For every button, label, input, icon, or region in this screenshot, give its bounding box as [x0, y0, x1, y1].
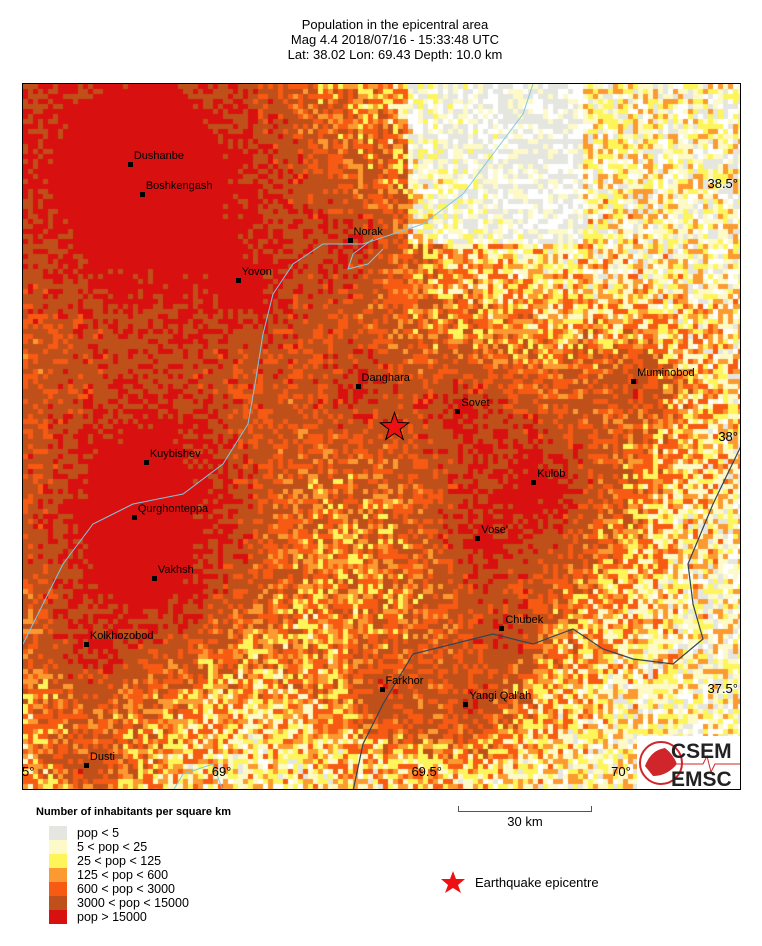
epicentre-star-icon: [378, 410, 411, 441]
city-label: Yovon: [241, 265, 272, 278]
epicentre-legend-label: Earthquake epicentre: [475, 875, 599, 890]
city-dot-icon: [499, 626, 505, 632]
epicentre-layer: [378, 410, 411, 441]
city-dot-icon: [347, 237, 353, 243]
city-dot-icon: [151, 575, 157, 581]
legend-swatch: [49, 868, 67, 882]
river: [347, 238, 384, 270]
city-dot-icon: [83, 762, 89, 768]
event-info: Mag 4.4 2018/07/16 - 15:33:48 UTC: [290, 32, 500, 47]
scale-bar-label: 30 km: [507, 814, 543, 829]
city-dot-icon: [235, 277, 241, 283]
lon-tick-label: 5°: [22, 764, 35, 779]
city-label: Kuybishev: [149, 447, 201, 460]
city-dot-icon: [127, 161, 133, 167]
city-dot-icon: [355, 384, 361, 389]
city-dot-icon: [531, 479, 537, 485]
legend-title: Number of inhabitants per square km: [36, 806, 231, 818]
legend-label: 5 < pop < 25: [77, 840, 148, 854]
legend-swatch: [49, 882, 67, 896]
legend-label: 125 < pop < 600: [77, 868, 169, 882]
city-dot-icon: [631, 378, 637, 384]
lat-tick-label: 37.5°: [707, 681, 738, 696]
river: [23, 84, 534, 645]
legend-swatch: [49, 826, 67, 840]
legend-label: pop < 5: [77, 826, 120, 840]
city-label: Yangi Qal'ah: [469, 690, 532, 703]
population-density-layer: [23, 84, 740, 789]
border: [352, 446, 740, 789]
city-dot-icon: [139, 192, 145, 198]
city-label: Dusti: [89, 750, 115, 763]
city-label: Kolkhozobod: [89, 629, 154, 642]
rivers-borders-layer: [23, 84, 740, 789]
city-label: Vose': [481, 523, 508, 536]
city-dot-icon: [475, 535, 481, 541]
city-label: Boshkengash: [145, 180, 213, 193]
river: [173, 763, 223, 789]
legend-swatch: [49, 854, 67, 868]
legend-swatch: [49, 896, 67, 910]
legend-label: 600 < pop < 3000: [77, 882, 176, 896]
lon-tick-label: 70°: [611, 764, 631, 779]
city-label: Danghara: [361, 372, 410, 384]
city-label: Vakhsh: [157, 563, 194, 576]
city-label: Muminobod: [637, 366, 695, 379]
svg-text:EMSC: EMSC: [671, 768, 732, 790]
scale-bar: [458, 806, 592, 812]
lon-tick-label: 69.5°: [411, 764, 442, 779]
lat-tick-label: 38°: [718, 428, 738, 444]
city-dot-icon: [83, 641, 89, 647]
star-icon: [441, 871, 465, 893]
city-dot-icon: [455, 409, 461, 415]
population-map[interactable]: Dushanbe Boshkengash Norak Yovon Danghara Sov…: [22, 83, 741, 790]
legend-swatch: [49, 840, 67, 854]
city-label: Sovet: [461, 397, 490, 410]
city-dot-icon: [143, 459, 149, 465]
city-label: Norak: [353, 225, 383, 238]
legend-swatch: [49, 910, 67, 924]
map-title: Population in the epicentral area: [301, 17, 489, 32]
legend-label: pop > 15000: [77, 910, 147, 924]
city-label: Qurghonteppa: [137, 503, 209, 516]
lat-tick-label: 38.5°: [707, 176, 738, 191]
city-label: Chubek: [505, 614, 544, 627]
legend-label: 25 < pop < 125: [77, 854, 162, 868]
city-dot-icon: [379, 687, 385, 692]
city-label: Kulob: [537, 467, 566, 480]
lon-tick-label: 69°: [211, 764, 232, 779]
svg-text:CSEM: CSEM: [671, 740, 732, 763]
csem-emsc-logo: CSEM EMSC: [637, 736, 740, 790]
city-label: Dushanbe: [133, 149, 184, 162]
location-info: Lat: 38.02 Lon: 69.43 Depth: 10.0 km: [287, 47, 503, 62]
city-dot-icon: [463, 702, 469, 708]
city-dot-icon: [131, 515, 137, 521]
city-label: Farkhor: [385, 675, 424, 687]
legend-label: 3000 < pop < 15000: [77, 896, 189, 910]
